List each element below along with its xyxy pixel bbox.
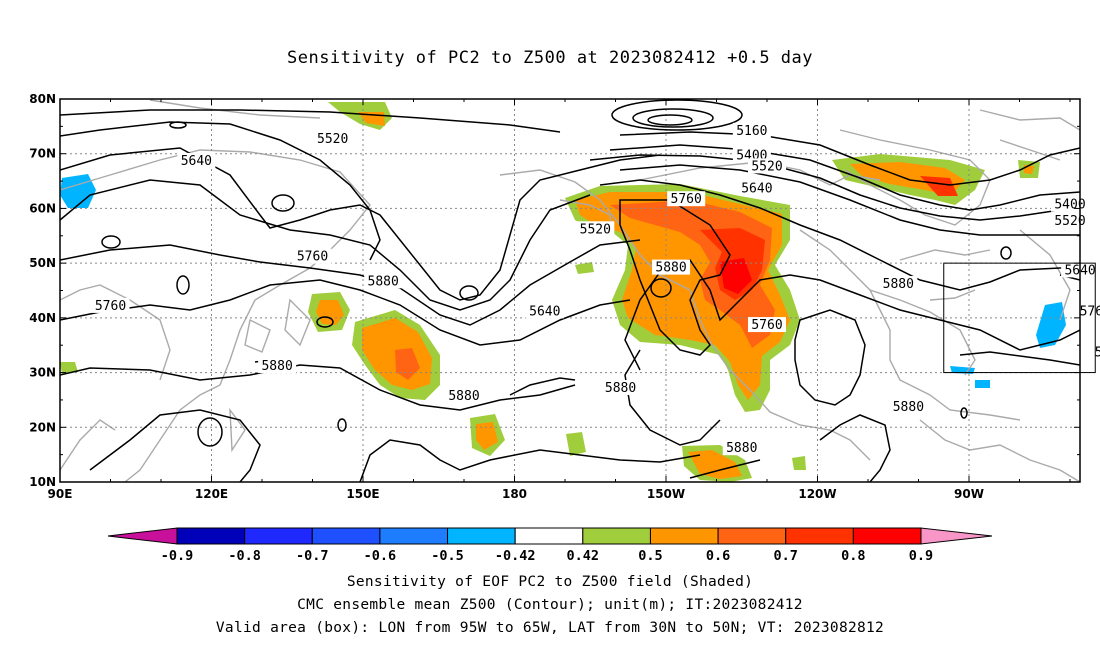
contour-label-bg bbox=[722, 440, 761, 456]
colorbar-segment bbox=[176, 527, 246, 545]
contour-label-bg bbox=[601, 379, 640, 395]
contour-label-bg bbox=[525, 303, 564, 319]
colorbar-label: -0.8 bbox=[228, 548, 261, 564]
colorbar-high-triangle bbox=[920, 527, 993, 545]
contour-label-bg bbox=[313, 131, 352, 147]
colorbar-low-triangle bbox=[107, 527, 178, 545]
contour-label-bg bbox=[732, 122, 771, 138]
contour-label: 5880 bbox=[883, 277, 914, 292]
lon-label: 120W bbox=[798, 487, 836, 501]
lat-label: 60N bbox=[29, 201, 56, 215]
colorbar-segment bbox=[379, 527, 449, 545]
contour-label-bg bbox=[91, 297, 130, 313]
contour-label: 5760 bbox=[95, 299, 126, 314]
colorbar-label: -0.9 bbox=[161, 548, 194, 564]
contour-label: 5400 bbox=[1054, 198, 1085, 213]
colorbar-segment bbox=[244, 527, 313, 545]
lat-tick-labels: 80N 70N 60N 50N 40N 30N 20N 10N bbox=[29, 92, 56, 489]
valid-area-box bbox=[943, 262, 1096, 374]
lon-label: 120E bbox=[195, 487, 228, 501]
lat-label: 30N bbox=[29, 366, 56, 380]
colorbar-label: 0.5 bbox=[638, 548, 662, 564]
contour-label-bg bbox=[1076, 303, 1100, 319]
colorbar-label: -0.42 bbox=[495, 548, 536, 564]
contour-label-bg bbox=[364, 273, 403, 289]
colorbar-label: 0.42 bbox=[567, 548, 600, 564]
colorbar-segment bbox=[514, 527, 584, 545]
contour-label: 5640 bbox=[529, 304, 560, 319]
contour-label: 5640 bbox=[181, 154, 212, 169]
contour-label-bg bbox=[879, 276, 918, 292]
colorbar-label: 0.8 bbox=[841, 548, 865, 564]
caption-shading: Sensitivity of EOF PC2 to Z500 field (Sh… bbox=[346, 574, 754, 590]
contour-label: 5520 bbox=[317, 132, 348, 147]
colorbar-labels: -0.9 -0.8 -0.7 -0.6 -0.5 -0.42 0.42 0.5 0.6 0.7 0.… bbox=[161, 548, 933, 564]
z500-contours bbox=[60, 99, 1080, 482]
lon-label: 150E bbox=[346, 487, 379, 501]
axis-ticks bbox=[59, 98, 1080, 483]
contour-label: 5520 bbox=[1054, 214, 1085, 229]
contour-label-bg bbox=[258, 358, 297, 374]
contour-label: 5760 bbox=[1080, 304, 1100, 319]
contour-label: 5880 bbox=[893, 400, 924, 415]
colorbar-segment bbox=[582, 527, 651, 545]
lon-label: 180 bbox=[502, 487, 527, 501]
contour-label-bg bbox=[293, 248, 332, 264]
colorbar-label: 0.6 bbox=[706, 548, 730, 564]
lon-label: 150W bbox=[647, 487, 685, 501]
colorbar-label: 0.9 bbox=[909, 548, 933, 564]
contour-label: 5880 bbox=[1095, 345, 1100, 360]
contour-label: 5640 bbox=[741, 181, 772, 196]
lat-label: 20N bbox=[29, 420, 56, 434]
contour-label: 5760 bbox=[751, 318, 782, 333]
colorbar-label: -0.7 bbox=[296, 548, 329, 564]
shading-blob-westpacific bbox=[60, 292, 806, 482]
map-title: Sensitivity of PC2 to Z500 at 2023082412… bbox=[286, 48, 813, 68]
contour-label-bg bbox=[889, 399, 928, 415]
colorbar-segment bbox=[717, 527, 787, 545]
lat-label: 40N bbox=[29, 311, 56, 325]
lat-label: 80N bbox=[29, 92, 56, 106]
colorbar-segment bbox=[447, 527, 516, 545]
contour-label: 5880 bbox=[605, 381, 636, 396]
contour-label: 5520 bbox=[580, 222, 611, 237]
sensitivity-shading bbox=[60, 102, 1066, 482]
colorbar-segment bbox=[311, 527, 381, 545]
colorbar-segment bbox=[785, 527, 854, 545]
colorbar bbox=[107, 527, 993, 545]
caption-valid-area: Valid area (box): LON from 95W to 65W, L… bbox=[215, 620, 885, 636]
contour-label-bg bbox=[748, 317, 786, 333]
contour-label-bg bbox=[737, 180, 776, 196]
contour-label: 5760 bbox=[297, 250, 328, 265]
colorbar-segment bbox=[649, 527, 719, 545]
grid-lines bbox=[60, 99, 1080, 482]
contour-label: 5760 bbox=[671, 192, 702, 207]
contour-label: 5520 bbox=[751, 159, 782, 174]
contour-label: 5880 bbox=[368, 274, 399, 289]
contour-label: 5880 bbox=[726, 441, 757, 456]
contour-label-bg bbox=[748, 158, 786, 174]
colorbar-label: -0.5 bbox=[431, 548, 464, 564]
contour-label-bg bbox=[177, 152, 216, 168]
lon-label: 90E bbox=[48, 487, 73, 501]
contour-label-bg bbox=[652, 259, 691, 275]
lat-label: 10N bbox=[29, 475, 56, 489]
lat-label: 50N bbox=[29, 256, 56, 270]
shading-blob-northamerica bbox=[565, 184, 800, 412]
caption-contour: CMC ensemble mean Z500 (Contour); unit(m… bbox=[297, 597, 803, 613]
contour-label-bg bbox=[576, 221, 615, 237]
contour-label-bg bbox=[445, 388, 483, 404]
contour-label: 5880 bbox=[448, 389, 479, 404]
contour-label-bg bbox=[667, 191, 706, 207]
colorbar-label: 0.7 bbox=[774, 548, 798, 564]
colorbar-label: -0.6 bbox=[364, 548, 397, 564]
contour-label: 5880 bbox=[655, 261, 686, 276]
contour-label: 5160 bbox=[736, 124, 767, 139]
lat-label: 70N bbox=[29, 147, 56, 161]
lon-label: 90W bbox=[954, 487, 984, 501]
lon-tick-labels: 90E120E150E180150W120W90W60W bbox=[48, 487, 984, 501]
contour-label: 5880 bbox=[261, 359, 292, 374]
colorbar-segment bbox=[852, 527, 922, 545]
